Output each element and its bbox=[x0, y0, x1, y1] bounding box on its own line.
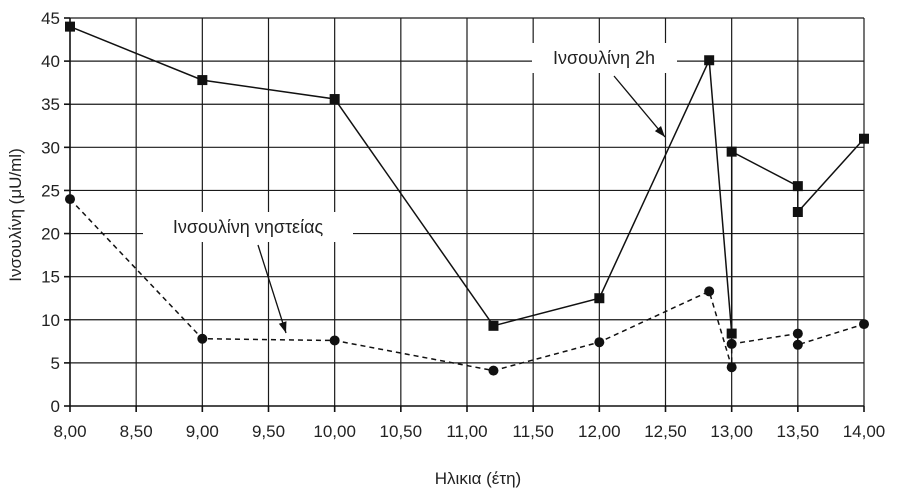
data-point-circle bbox=[726, 362, 737, 373]
data-point-circle bbox=[726, 338, 737, 349]
series-line-insulin-fasting bbox=[69, 198, 865, 372]
annotation-arrow-fasting bbox=[257, 244, 287, 334]
y-tick-label: 5 bbox=[51, 354, 60, 373]
y-tick-label: 20 bbox=[41, 225, 60, 244]
data-point-circle bbox=[488, 365, 499, 376]
x-tick-label: 10,50 bbox=[380, 422, 423, 441]
data-point-square bbox=[65, 21, 75, 32]
x-tick-label: 12,00 bbox=[578, 422, 621, 441]
y-tick-label: 10 bbox=[41, 311, 60, 330]
data-point-circle bbox=[792, 339, 803, 350]
data-point-square bbox=[726, 146, 737, 157]
annotation-arrow-2h bbox=[613, 75, 666, 138]
axes bbox=[64, 17, 865, 412]
annotation-label-fasting: Ινσουλίνη νηστείας bbox=[173, 217, 324, 237]
data-point-square bbox=[488, 320, 499, 331]
y-tick-label: 15 bbox=[41, 268, 60, 287]
data-point-square bbox=[859, 133, 869, 144]
data-series bbox=[65, 21, 869, 376]
x-tick-label: 11,00 bbox=[446, 422, 487, 441]
x-tick-label: 14,00 bbox=[843, 422, 886, 441]
x-tick-label: 13,00 bbox=[710, 422, 753, 441]
data-point-square bbox=[792, 181, 803, 192]
x-tick-label: 11,50 bbox=[513, 422, 554, 441]
data-point-circle bbox=[329, 335, 340, 346]
x-tick-label: 10,00 bbox=[313, 422, 356, 441]
data-point-circle bbox=[859, 319, 869, 330]
data-point-circle bbox=[197, 333, 208, 344]
y-tick-label: 30 bbox=[41, 138, 60, 157]
annotations: Ινσουλίνη 2h Ινσουλίνη νηστείας bbox=[143, 43, 677, 334]
x-tick-labels: 8,00 8,50 9,00 9,50 10,00 10,50 11,00 11,50 12,0… bbox=[53, 422, 885, 441]
x-tick-label: 13,50 bbox=[777, 422, 820, 441]
data-point-square bbox=[197, 75, 208, 86]
annotation-bg-2h bbox=[532, 43, 677, 73]
data-point-circle bbox=[704, 286, 715, 297]
data-point-square bbox=[792, 207, 803, 217]
x-tick-label: 9,50 bbox=[252, 422, 285, 441]
y-tick-label: 35 bbox=[41, 95, 60, 114]
data-point-square bbox=[726, 328, 737, 339]
annotation-label-2h: Ινσουλίνη 2h bbox=[553, 48, 655, 68]
data-point-circle bbox=[792, 328, 803, 339]
x-tick-label: 9,00 bbox=[186, 422, 219, 441]
data-point-square bbox=[329, 94, 340, 105]
x-tick-label: 8,00 bbox=[53, 422, 86, 441]
y-tick-label: 40 bbox=[41, 52, 60, 71]
y-tick-label: 45 bbox=[41, 9, 60, 28]
y-tick-label: 0 bbox=[51, 397, 60, 416]
annotation-arrowhead-fasting bbox=[278, 321, 287, 333]
data-point-circle bbox=[65, 194, 75, 205]
data-point-square bbox=[704, 55, 715, 66]
x-axis-title: Ηλικια (έτη) bbox=[435, 469, 521, 488]
y-tick-label: 25 bbox=[41, 181, 60, 200]
annotation-arrowhead-2h bbox=[654, 125, 665, 137]
x-tick-label: 8,50 bbox=[120, 422, 153, 441]
y-tick-labels: 0 5 10 15 20 25 30 35 40 45 bbox=[41, 9, 60, 416]
annotation-bg-fasting bbox=[143, 212, 353, 242]
y-axis-title: Ινσουλίνη (μU/ml) bbox=[6, 148, 25, 281]
x-tick-label: 12,50 bbox=[644, 422, 687, 441]
data-point-circle bbox=[594, 337, 605, 348]
data-point-square bbox=[594, 293, 605, 304]
